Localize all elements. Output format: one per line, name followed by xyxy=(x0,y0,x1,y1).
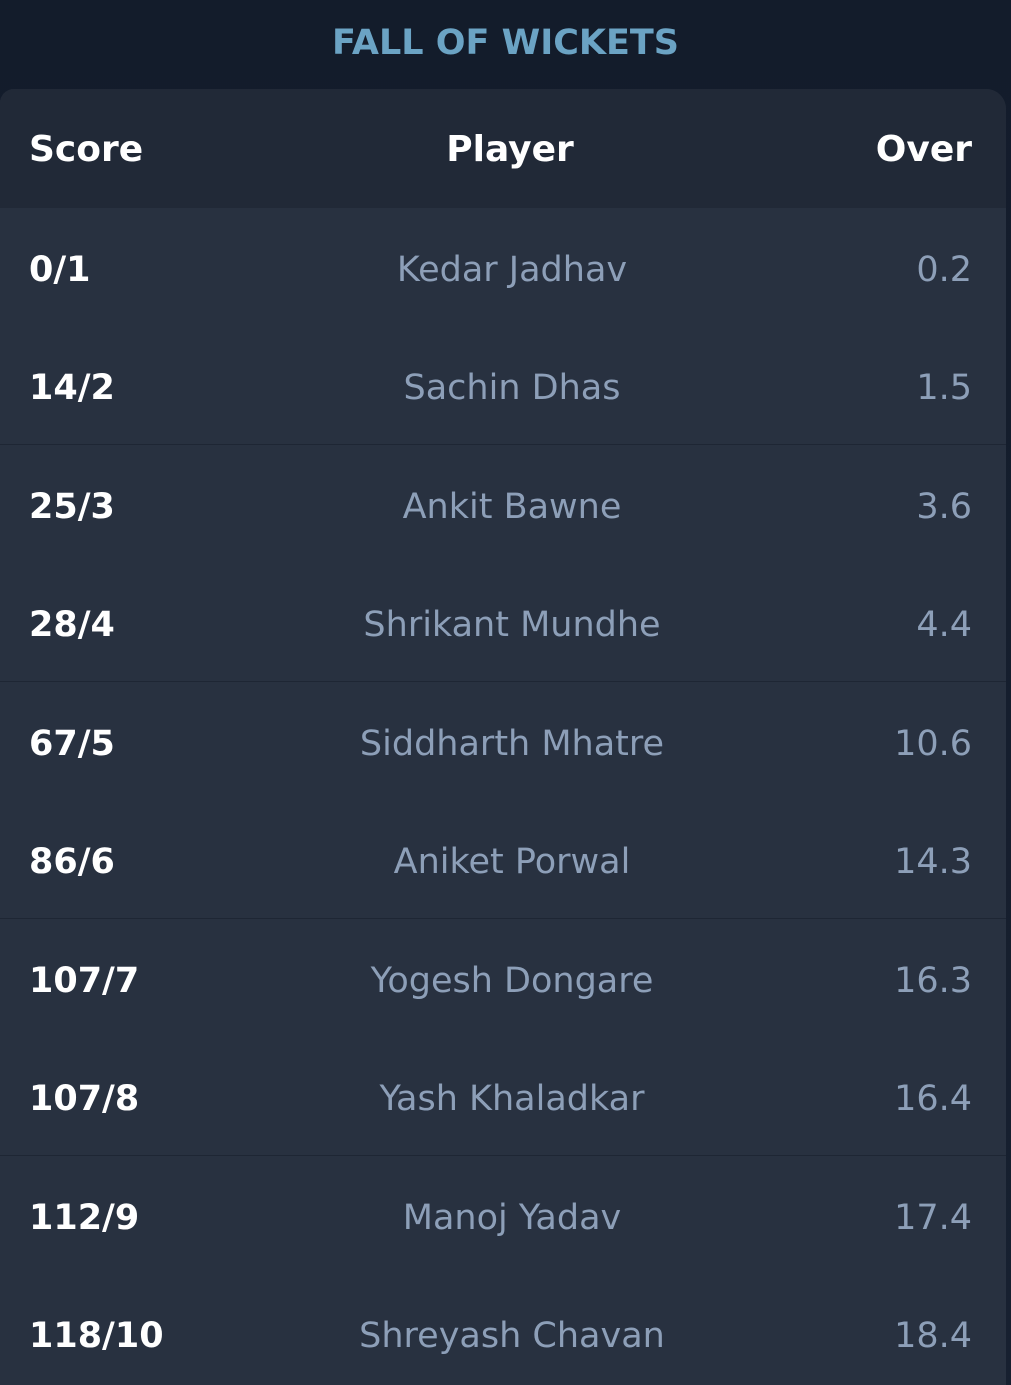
player-cell: Shreyash Chavan xyxy=(359,1316,665,1356)
column-header-over: Over xyxy=(875,129,972,170)
over-cell: 0.2 xyxy=(916,250,972,290)
row-group: 0/1 Kedar Jadhav 0.2 14/2 Sachin Dhas 1.… xyxy=(0,208,1006,445)
over-cell: 3.6 xyxy=(916,487,972,527)
table-row: 25/3 Ankit Bawne 3.6 xyxy=(0,445,1006,563)
player-cell: Yogesh Dongare xyxy=(370,961,654,1001)
player-cell: Manoj Yadav xyxy=(402,1198,622,1238)
table-row: 14/2 Sachin Dhas 1.5 xyxy=(0,326,1006,444)
table-row: 107/8 Yash Khaladkar 16.4 xyxy=(0,1037,1006,1155)
section-title: FALL OF WICKETS xyxy=(331,23,680,63)
over-cell: 10.6 xyxy=(894,724,972,764)
over-cell: 14.3 xyxy=(894,842,972,882)
column-header-score: Score xyxy=(29,129,144,170)
player-cell: Siddharth Mhatre xyxy=(359,724,665,764)
over-cell: 18.4 xyxy=(894,1316,972,1356)
player-cell: Yash Khaladkar xyxy=(379,1079,645,1119)
player-cell: Shrikant Mundhe xyxy=(363,605,661,645)
table-row: 118/10 Shreyash Chavan 18.4 xyxy=(0,1274,1006,1385)
score-cell: 67/5 xyxy=(29,724,115,764)
player-cell: Kedar Jadhav xyxy=(396,250,628,290)
table-header: Score Player Over xyxy=(0,89,1006,208)
table-row: 86/6 Aniket Porwal 14.3 xyxy=(0,800,1006,918)
row-group: 25/3 Ankit Bawne 3.6 28/4 Shrikant Mundh… xyxy=(0,445,1006,682)
player-cell: Sachin Dhas xyxy=(403,368,621,408)
row-group: 107/7 Yogesh Dongare 16.3 107/8 Yash Kha… xyxy=(0,919,1006,1156)
column-header-player: Player xyxy=(446,129,574,170)
table-row: 67/5 Siddharth Mhatre 10.6 xyxy=(0,682,1006,800)
score-cell: 0/1 xyxy=(29,250,91,290)
score-cell: 112/9 xyxy=(29,1198,140,1238)
score-cell: 107/7 xyxy=(29,961,140,1001)
over-cell: 1.5 xyxy=(916,368,972,408)
score-cell: 118/10 xyxy=(29,1316,164,1356)
over-cell: 16.3 xyxy=(894,961,972,1001)
score-cell: 14/2 xyxy=(29,368,115,408)
player-cell: Ankit Bawne xyxy=(402,487,622,527)
table-row: 112/9 Manoj Yadav 17.4 xyxy=(0,1156,1006,1274)
table-row: 0/1 Kedar Jadhav 0.2 xyxy=(0,208,1006,326)
row-group: 112/9 Manoj Yadav 17.4 118/10 Shreyash C… xyxy=(0,1156,1006,1385)
table-row: 28/4 Shrikant Mundhe 4.4 xyxy=(0,563,1006,681)
score-cell: 86/6 xyxy=(29,842,115,882)
score-cell: 107/8 xyxy=(29,1079,140,1119)
table-row: 107/7 Yogesh Dongare 16.3 xyxy=(0,919,1006,1037)
score-cell: 28/4 xyxy=(29,605,115,645)
over-cell: 16.4 xyxy=(894,1079,972,1119)
over-cell: 4.4 xyxy=(916,605,972,645)
row-group: 67/5 Siddharth Mhatre 10.6 86/6 Aniket P… xyxy=(0,682,1006,919)
fall-of-wickets-table: Score Player Over 0/1 Kedar Jadhav 0.2 1… xyxy=(0,89,1006,1385)
player-cell: Aniket Porwal xyxy=(393,842,631,882)
score-cell: 25/3 xyxy=(29,487,115,527)
over-cell: 17.4 xyxy=(894,1198,972,1238)
